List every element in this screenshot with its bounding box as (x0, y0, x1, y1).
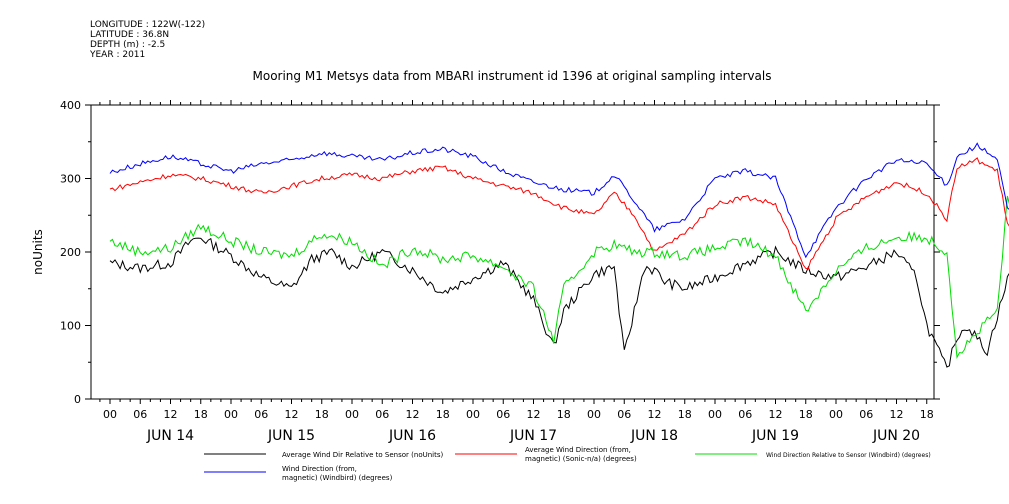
x-tick-label: 12 (648, 408, 662, 421)
x-tick-label: 06 (496, 408, 510, 421)
tick-group: 0 100 200 300 400 00 06 12 18 00 06 12 18 00 06 12 18 00 0… (60, 99, 940, 444)
x-day-label: JUN 14 (146, 428, 194, 444)
legend: Average Wind Dir Relative to Sensor (noU… (204, 446, 931, 482)
x-tick-label: 00 (103, 408, 117, 421)
legend-label-0: Average Wind Dir Relative to Sensor (noU… (282, 451, 443, 459)
x-tick-label: 18 (678, 408, 692, 421)
x-tick-label: 12 (890, 408, 904, 421)
series-line-3 (109, 142, 1009, 259)
x-tick-label: 12 (769, 408, 783, 421)
x-day-label: JUN 20 (872, 428, 920, 444)
series-line-2 (109, 195, 1009, 360)
x-day-label: JUN 19 (751, 428, 799, 444)
metadata-block: LONGITUDE : 122W(-122) LATITUDE : 36.8N … (90, 20, 205, 60)
chart-title: Mooring M1 Metsys data from MBARI instru… (253, 69, 772, 83)
legend-label-1b: magnetic) (Sonic-n/a) (degrees) (525, 455, 637, 463)
depth-text: DEPTH (m) : -2.5 (90, 40, 166, 50)
y-tick-label: 200 (60, 246, 81, 259)
x-tick-label: 18 (920, 408, 934, 421)
x-tick-label: 00 (587, 408, 601, 421)
series-group (109, 142, 1009, 368)
legend-label-1a: Average Wind Direction (from, (525, 446, 631, 454)
x-tick-label: 06 (859, 408, 873, 421)
x-day-label: JUN 16 (388, 428, 436, 444)
x-tick-label: 18 (557, 408, 571, 421)
x-tick-label: 18 (436, 408, 450, 421)
y-tick-label: 400 (60, 99, 81, 112)
plot-frame (90, 104, 935, 400)
y-tick-label: 0 (74, 393, 81, 406)
longitude-text: LONGITUDE : 122W(-122) (90, 20, 206, 30)
x-tick-label: 12 (527, 408, 541, 421)
y-tick-label: 100 (60, 320, 81, 333)
series-line-0 (109, 237, 1009, 368)
latitude-text: LATITUDE : 36.8N (90, 30, 170, 40)
legend-label-3a: Wind Direction (from, (282, 465, 357, 473)
x-tick-label: 00 (829, 408, 843, 421)
y-tick-label: 300 (60, 173, 81, 186)
year-text: YEAR : 2011 (90, 50, 146, 60)
x-tick-label: 12 (164, 408, 178, 421)
x-tick-label: 18 (799, 408, 813, 421)
legend-label-3b: magnetic) (Windbird) (degrees) (282, 474, 393, 482)
x-tick-label: 06 (738, 408, 752, 421)
series-line-1 (109, 157, 1009, 270)
x-tick-label: 12 (406, 408, 420, 421)
x-tick-label: 00 (345, 408, 359, 421)
x-day-label: JUN 15 (267, 428, 315, 444)
y-axis-label: noUnits (31, 229, 45, 275)
x-tick-label: 18 (315, 408, 329, 421)
x-tick-label: 06 (254, 408, 268, 421)
x-tick-label: 06 (617, 408, 631, 421)
x-tick-label: 12 (285, 408, 299, 421)
x-tick-label: 06 (133, 408, 147, 421)
x-tick-label: 00 (224, 408, 238, 421)
x-tick-label: 00 (466, 408, 480, 421)
x-tick-label: 18 (194, 408, 208, 421)
x-tick-label: 00 (708, 408, 722, 421)
x-tick-label: 06 (375, 408, 389, 421)
x-day-label: JUN 17 (509, 428, 557, 444)
x-day-label: JUN 18 (630, 428, 678, 444)
legend-label-2: Wind Direction Relative to Sensor (Windb… (766, 452, 931, 459)
